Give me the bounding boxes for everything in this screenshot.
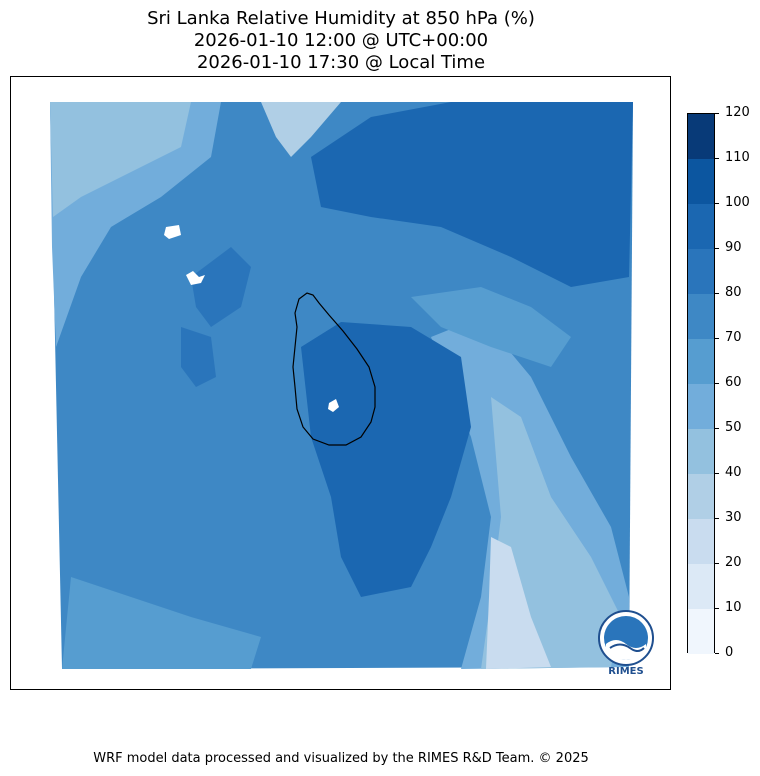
logo-text: RIMES <box>608 666 644 677</box>
colorbar-band <box>688 204 714 249</box>
title-line-1: Sri Lanka Relative Humidity at 850 hPa (… <box>147 8 535 29</box>
contour-west-dark <box>181 327 216 387</box>
contour-southeast-light <box>486 537 551 669</box>
colorbar-band <box>688 609 714 654</box>
title-line-2: 2026-01-10 12:00 @ UTC+00:00 <box>193 30 489 51</box>
missing-patch-2 <box>186 271 205 285</box>
contour-north-light <box>261 102 341 157</box>
contour-south-light <box>62 577 261 669</box>
sri-lanka-coastline <box>292 292 376 446</box>
footer-credit: WRF model data processed and visualized … <box>93 751 589 766</box>
missing-patch-3 <box>328 399 339 412</box>
colorbar-band <box>688 339 714 384</box>
contour-central-dark <box>301 322 471 597</box>
humidity-field <box>50 102 633 669</box>
colorbar-band <box>688 564 714 609</box>
colorbar-band <box>688 249 714 294</box>
colorbar-band <box>688 474 714 519</box>
missing-patch-1 <box>164 225 181 239</box>
colorbar-band <box>688 429 714 474</box>
rimes-emblem-icon <box>598 610 654 666</box>
contour-west-lighter <box>50 102 191 217</box>
colorbar <box>687 113 715 654</box>
contour-northwest-dark <box>191 247 251 327</box>
colorbar-band <box>688 294 714 339</box>
map-panel <box>10 76 671 690</box>
colorbar-band <box>688 384 714 429</box>
contour-east-mid <box>411 287 571 367</box>
colorbar-band <box>688 159 714 204</box>
title-line-3: 2026-01-10 17:30 @ Local Time <box>196 52 486 73</box>
contour-northeast-dark <box>311 102 633 287</box>
map-title: Sri Lanka Relative Humidity at 850 hPa (… <box>0 8 682 74</box>
rimes-logo: RIMES <box>596 610 656 678</box>
colorbar-band <box>688 114 714 159</box>
colorbar-band <box>688 519 714 564</box>
